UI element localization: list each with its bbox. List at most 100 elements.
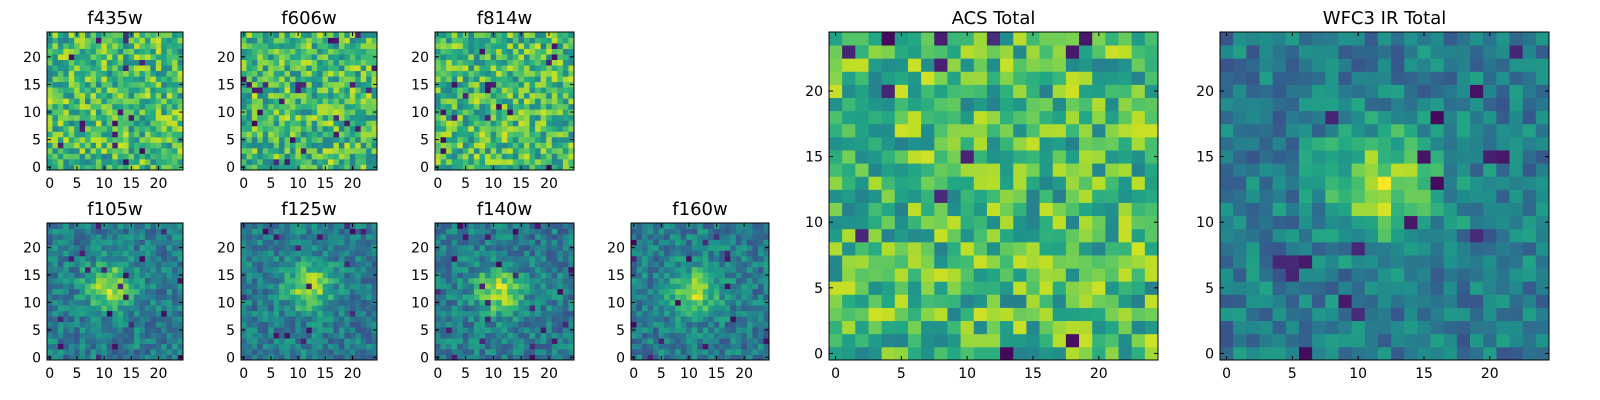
heatmap-cell <box>246 272 253 279</box>
heatmap-cell <box>172 288 178 295</box>
heatmap-cell <box>1144 281 1159 295</box>
heatmap-cell <box>371 310 378 317</box>
heatmap-cell <box>284 294 291 301</box>
heatmap-cell <box>68 233 75 240</box>
heatmap-cell <box>468 299 475 306</box>
heatmap-cell <box>366 76 372 83</box>
heatmap-cell <box>529 239 536 246</box>
heatmap-cell <box>713 272 720 279</box>
heatmap-cell <box>106 98 113 105</box>
heatmap-cell <box>251 65 258 72</box>
heatmap-cell <box>446 321 453 328</box>
heatmap-cell <box>74 98 81 105</box>
heatmap-cell <box>664 299 671 306</box>
heatmap-cell <box>322 305 329 312</box>
heatmap-cell <box>518 283 525 290</box>
heatmap-cell <box>52 37 59 44</box>
heatmap-cell <box>101 266 108 273</box>
heatmap-cell <box>669 338 676 344</box>
heatmap-cell <box>344 338 351 344</box>
heatmap-cell <box>74 43 81 49</box>
heatmap-cell <box>360 332 367 339</box>
heatmap-cell <box>960 320 975 335</box>
heatmap-cell <box>172 92 178 99</box>
heatmap-cell <box>535 114 542 121</box>
heatmap-cell <box>295 37 302 44</box>
heatmap-cell <box>101 294 108 301</box>
heatmap-cell <box>546 250 553 257</box>
heatmap-cell <box>960 241 975 256</box>
heatmap-cell <box>730 343 737 350</box>
heatmap-cell <box>523 327 530 333</box>
heatmap-cell <box>257 244 264 251</box>
heatmap-cell <box>868 294 883 308</box>
heatmap-cell <box>435 255 441 262</box>
heatmap-cell <box>273 153 280 160</box>
heatmap-cell <box>322 316 329 323</box>
heatmap-cell <box>311 272 318 279</box>
heatmap-cell <box>273 109 280 116</box>
heatmap-cell <box>279 136 285 143</box>
heatmap-cell <box>150 255 157 262</box>
heatmap-cell <box>360 103 367 110</box>
heatmap-cell <box>128 228 135 235</box>
heatmap-cell <box>529 277 536 284</box>
heatmap-cell <box>246 32 253 38</box>
heatmap-cell <box>947 241 961 256</box>
heatmap-cell <box>311 288 318 295</box>
heatmap-cell <box>166 59 173 66</box>
heatmap-cell <box>349 239 356 246</box>
heatmap-cell <box>128 321 135 328</box>
heatmap-cell <box>468 255 475 262</box>
heatmap-cell <box>355 266 362 273</box>
heatmap-cell <box>155 92 162 99</box>
heatmap-cell <box>251 136 258 143</box>
heatmap-cell <box>501 65 508 72</box>
heatmap-cell <box>468 261 475 268</box>
heatmap-cell <box>246 48 253 55</box>
heatmap-cell <box>57 98 64 105</box>
heatmap-cell <box>79 142 86 149</box>
heatmap-cell <box>68 142 75 149</box>
heatmap-cell <box>562 87 569 94</box>
heatmap-cell <box>328 233 334 240</box>
heatmap-cell <box>479 59 486 66</box>
heatmap-cell <box>63 228 70 235</box>
heatmap-cell <box>333 98 340 105</box>
heatmap-cell <box>680 299 687 306</box>
heatmap-cell <box>713 250 720 257</box>
heatmap-cell <box>462 272 469 279</box>
heatmap-cell <box>68 250 75 257</box>
heatmap-cell <box>881 320 896 335</box>
heatmap-cell <box>117 59 124 66</box>
heatmap-cell <box>101 153 108 160</box>
heatmap-cell <box>106 81 113 88</box>
heatmap-cell <box>1092 333 1106 348</box>
heatmap-cell <box>306 131 313 138</box>
heatmap-cell <box>462 255 469 262</box>
heatmap-cell <box>300 332 307 339</box>
heatmap-cell <box>295 114 302 121</box>
heatmap-cell <box>284 223 291 229</box>
heatmap-cell <box>507 305 514 312</box>
heatmap-cell <box>246 136 253 143</box>
heatmap-cell <box>719 244 726 251</box>
heatmap-cell <box>85 59 91 66</box>
heatmap-cell <box>338 142 345 149</box>
heatmap-cell <box>757 255 764 262</box>
heatmap-cell <box>562 131 569 138</box>
heatmap-cell <box>551 332 558 339</box>
heatmap-cell <box>295 327 302 333</box>
heatmap-cell <box>512 76 519 83</box>
heatmap-cell <box>507 239 514 246</box>
heatmap-cell <box>360 239 367 246</box>
heatmap-cell <box>57 343 64 350</box>
heatmap-cell <box>68 98 75 105</box>
heatmap-cell <box>568 147 575 154</box>
y-tick-label: 15 <box>23 77 41 93</box>
heatmap-cell <box>79 233 86 240</box>
heatmap-cell <box>653 316 659 323</box>
heatmap-cell <box>719 228 726 235</box>
heatmap-cell <box>568 255 575 262</box>
heatmap-cell <box>257 158 264 165</box>
